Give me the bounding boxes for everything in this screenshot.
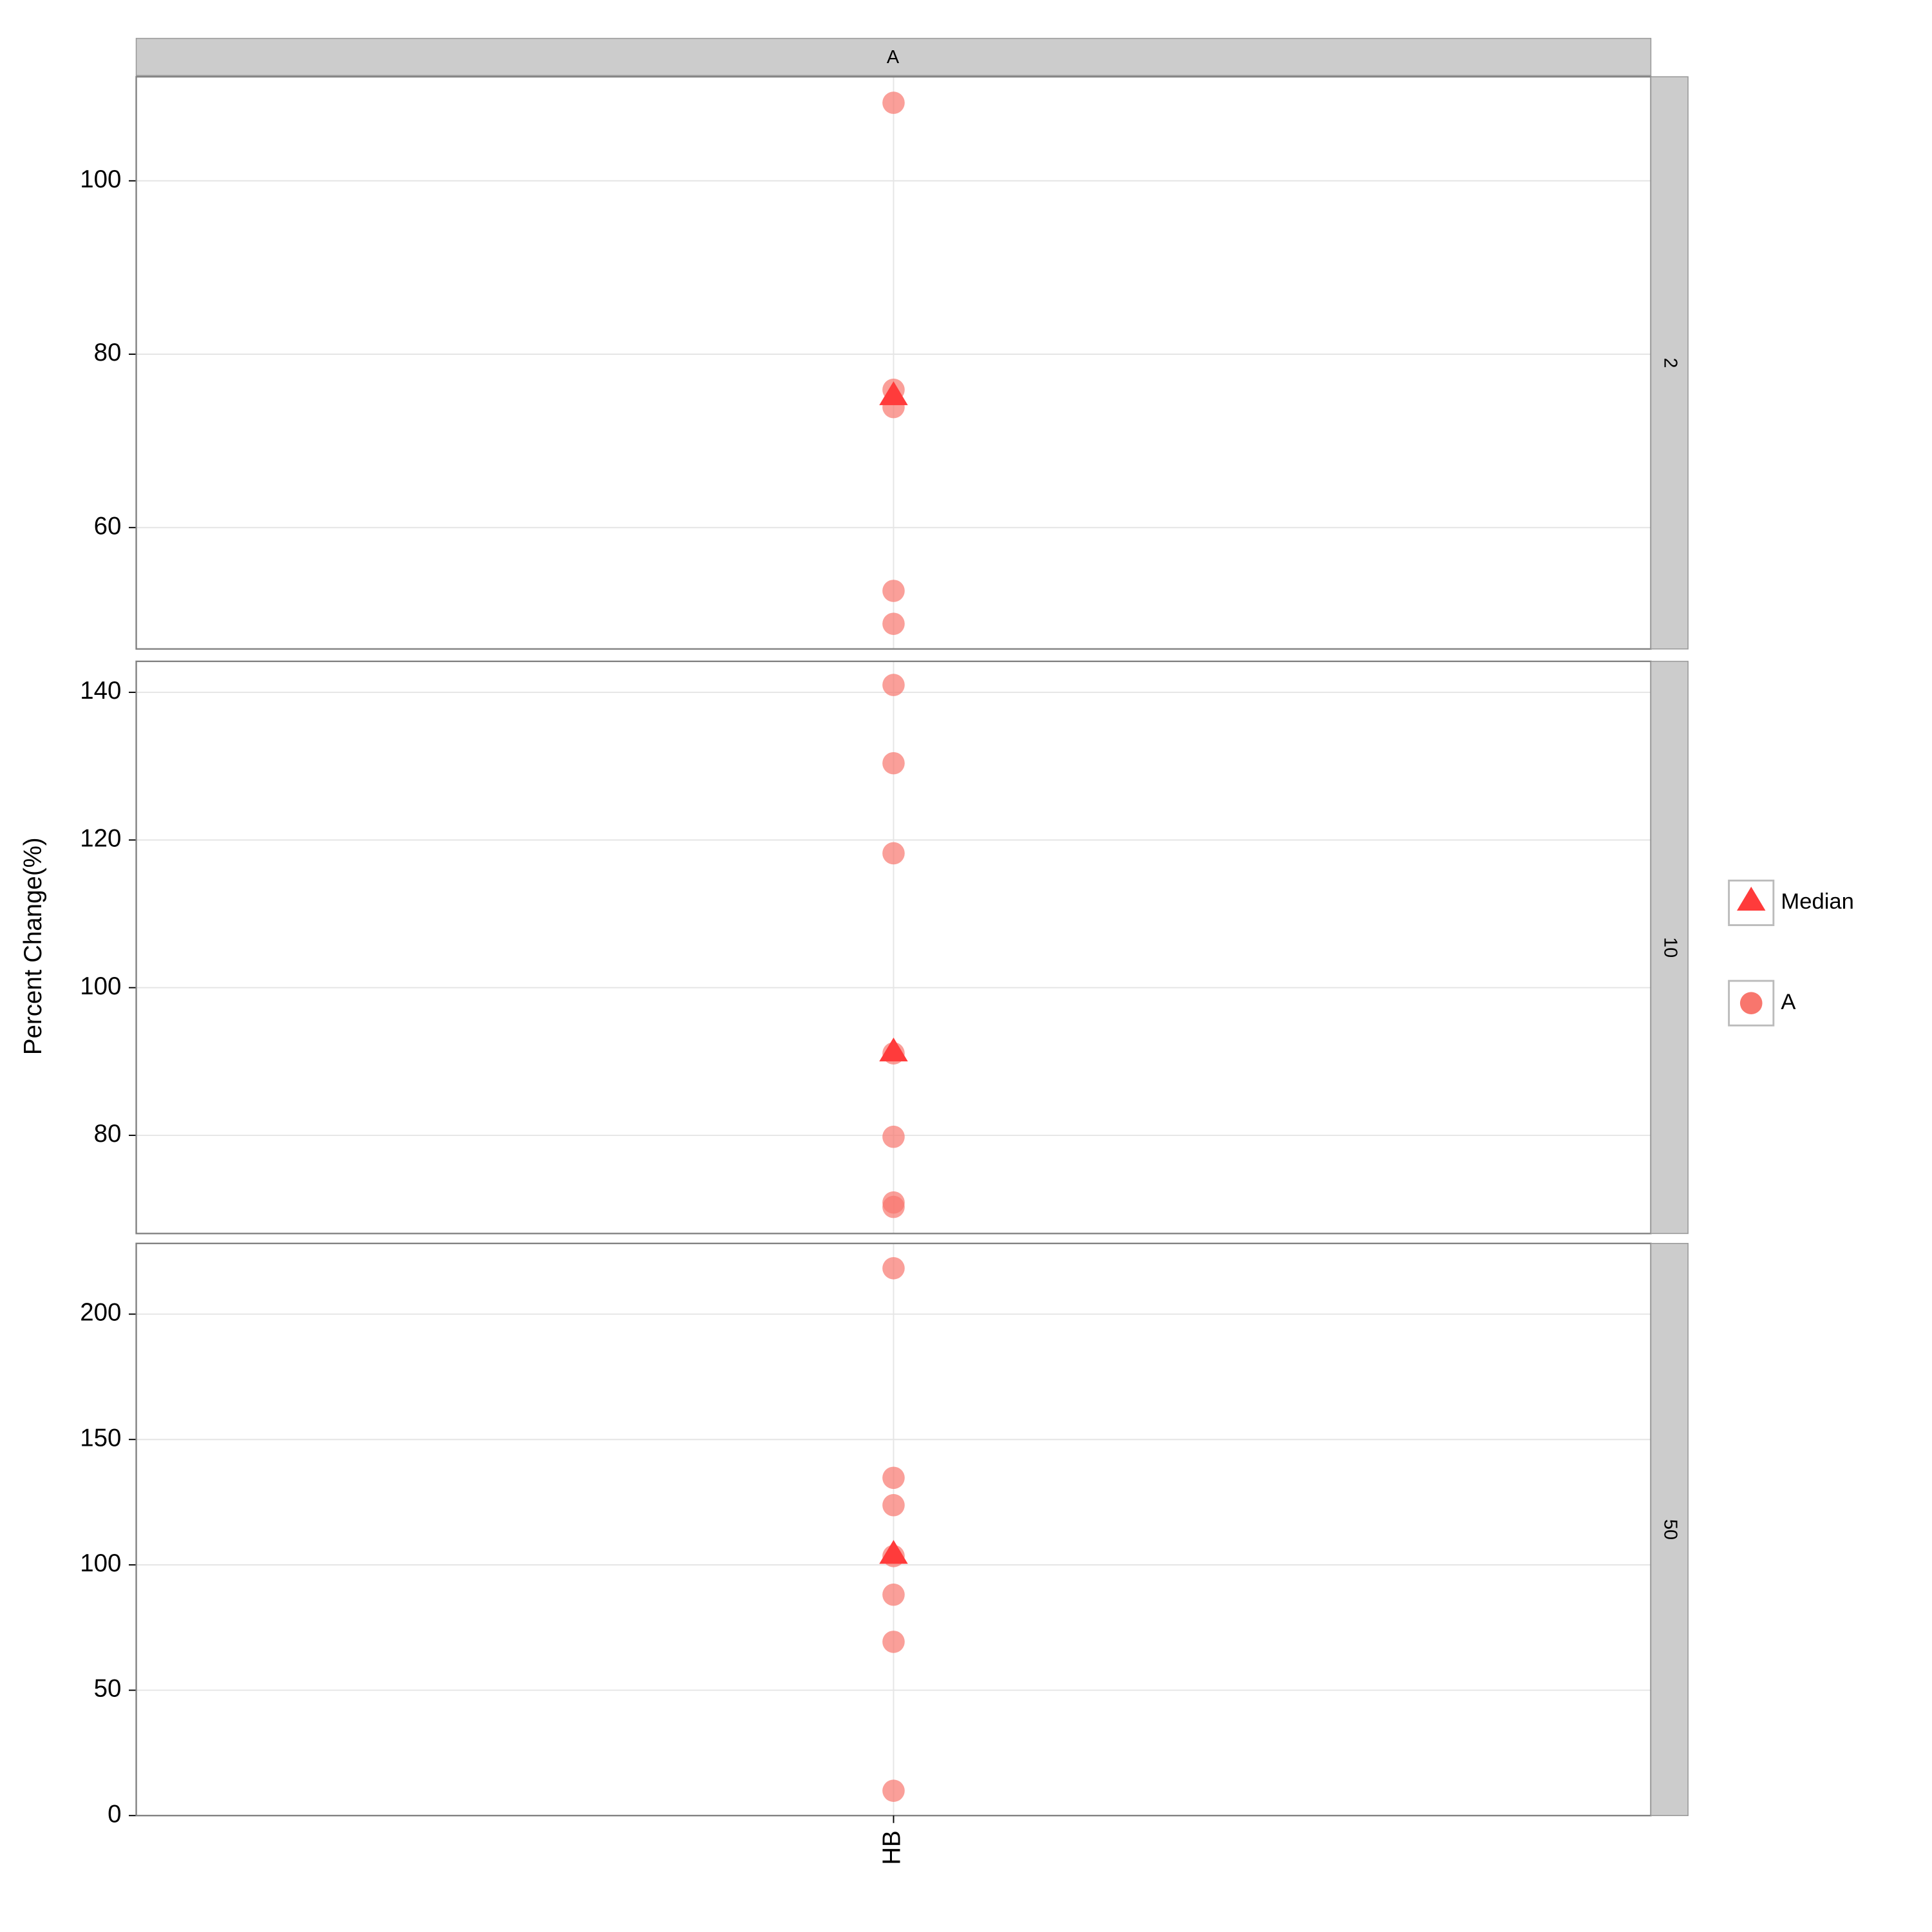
- column-strip: [135, 37, 1652, 77]
- point: [882, 1493, 905, 1517]
- point: [882, 1466, 905, 1490]
- legend-label: A: [1781, 990, 1796, 1014]
- row-strip: [1650, 661, 1689, 1235]
- point: [882, 612, 905, 635]
- point: [882, 1779, 905, 1802]
- legend-triangle: [1737, 886, 1766, 911]
- x-tick-label: HB: [878, 1830, 906, 1864]
- row-strip-label: 10: [1660, 937, 1681, 958]
- y-tick-label: 100: [80, 1549, 121, 1577]
- y-tick-label: 150: [80, 1424, 121, 1452]
- point: [882, 1125, 905, 1148]
- point: [882, 1195, 905, 1218]
- point: [882, 752, 905, 775]
- legend-circle: [1739, 992, 1763, 1014]
- row-strip: [1650, 76, 1689, 650]
- point: [882, 1631, 905, 1653]
- median-marker: [879, 1540, 908, 1564]
- median-marker: [879, 1037, 908, 1062]
- y-tick-label: 80: [94, 1120, 122, 1148]
- column-strip-label: A: [887, 47, 900, 68]
- y-axis-title: Percent Change(%): [19, 837, 47, 1055]
- row-strip-label: 2: [1660, 357, 1681, 368]
- median-marker: [879, 381, 908, 406]
- y-tick-label: 50: [94, 1675, 122, 1703]
- y-tick-label: 80: [94, 339, 122, 366]
- point: [882, 674, 905, 696]
- y-tick-label: 100: [80, 972, 121, 1000]
- row-strip: [1650, 1243, 1689, 1816]
- y-tick-label: 140: [80, 677, 121, 705]
- point: [882, 842, 905, 865]
- y-tick-label: 100: [80, 166, 121, 193]
- y-tick-label: 0: [108, 1800, 121, 1828]
- point: [882, 91, 905, 114]
- y-tick-label: 120: [80, 825, 121, 853]
- y-tick-label: 60: [94, 512, 122, 540]
- point: [882, 580, 905, 602]
- point: [882, 1257, 905, 1280]
- y-tick-label: 200: [80, 1299, 121, 1327]
- point: [882, 1583, 905, 1606]
- legend-label: Median: [1781, 889, 1854, 914]
- row-strip-label: 50: [1660, 1519, 1681, 1540]
